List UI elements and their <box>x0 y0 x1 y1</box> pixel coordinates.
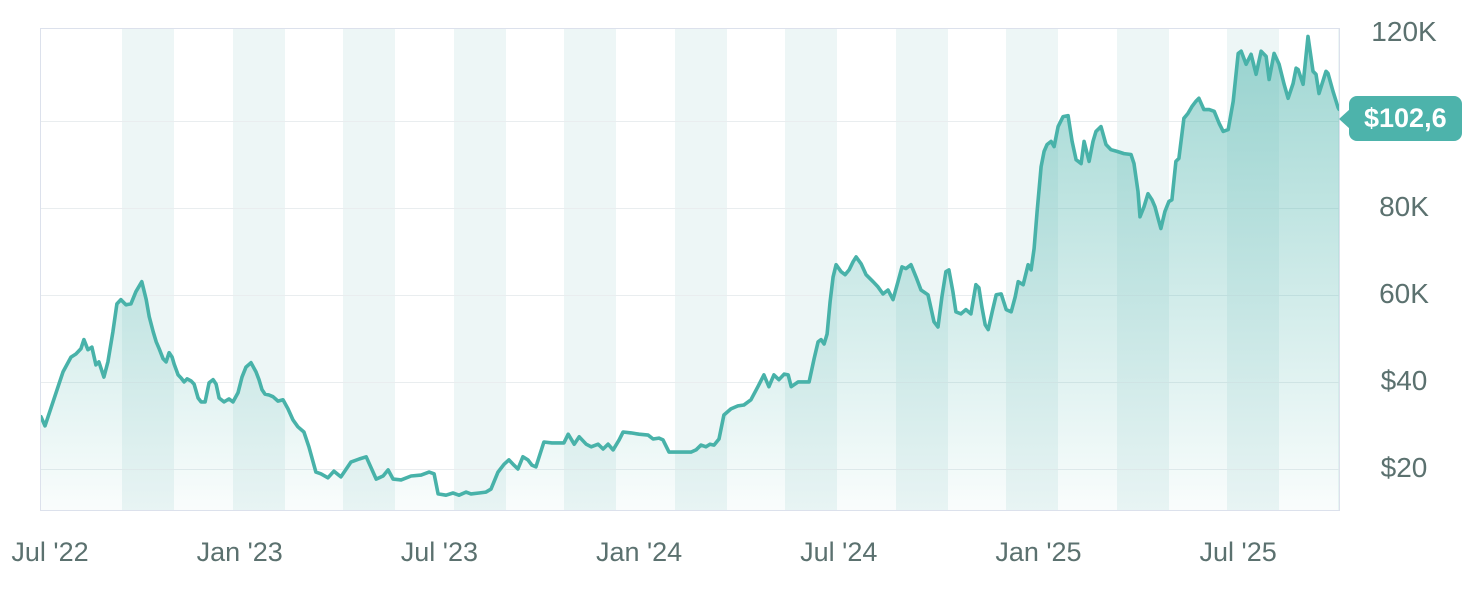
x-tick-label: Jan '25 <box>995 537 1082 567</box>
price-line <box>41 34 1339 497</box>
x-tick-label: Jul '22 <box>11 537 89 567</box>
area-fill <box>41 36 1339 510</box>
y-tick-label: $40 <box>1380 364 1428 396</box>
x-tick-label: Jul '25 <box>1199 537 1277 567</box>
y-tick-label: 120K <box>1371 16 1437 48</box>
y-tick-label: 60K <box>1379 277 1429 309</box>
x-tick-label: Jan '24 <box>595 537 683 567</box>
x-tick-label: Jul '24 <box>800 537 878 567</box>
price-tag-arrow <box>1339 108 1350 129</box>
y-tick-label: $20 <box>1380 452 1428 484</box>
current-price-tag: $102,6 <box>1339 96 1462 141</box>
price-tag-label: $102,6 <box>1364 103 1447 133</box>
plot-area[interactable] <box>40 28 1340 511</box>
y-tick-label: 80K <box>1379 190 1429 222</box>
price-series-svg <box>41 34 1339 510</box>
x-tick-label: Jul '23 <box>400 537 478 567</box>
x-tick-label: Jan '23 <box>196 537 283 567</box>
